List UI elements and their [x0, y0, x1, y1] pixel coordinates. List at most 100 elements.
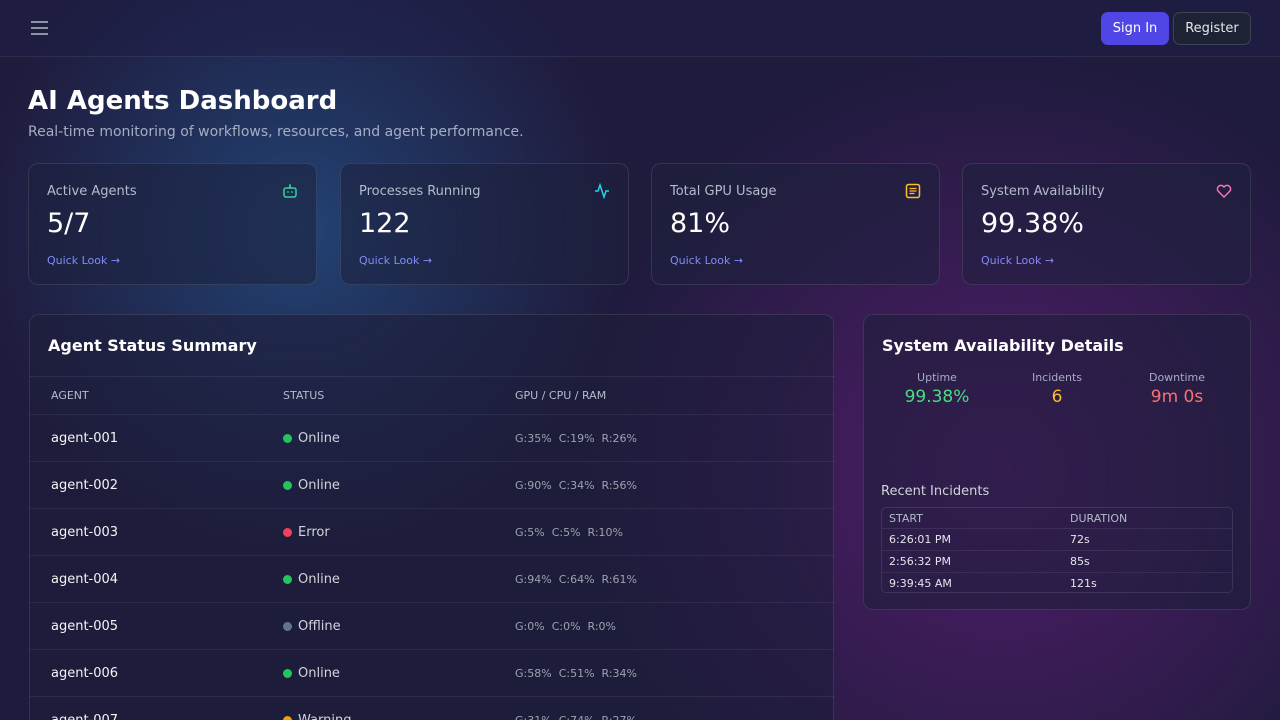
incident-start: 6:26:01 PM	[889, 533, 952, 546]
stat-value: 99.38%	[904, 387, 970, 407]
agent-table-panel: Agent Status Summary AGENT STATUS GPU / …	[29, 314, 834, 720]
table-row: agent-002 Online G:90% C:34% R:56%	[30, 461, 834, 508]
usage-gpu: G:58%	[515, 667, 552, 680]
availability-stat: Incidents 6	[997, 371, 1117, 407]
page-subtitle: Real-time monitoring of workflows, resou…	[28, 124, 524, 140]
availability-stat: Downtime 9m 0s	[1117, 371, 1237, 407]
status-text: Online	[298, 431, 340, 446]
card-value: 81%	[670, 208, 731, 239]
usage-gpu: G:31%	[515, 714, 552, 720]
incident-duration: 85s	[1070, 555, 1090, 568]
stat-value: 6	[1051, 387, 1063, 407]
usage-cpu: C:19%	[558, 432, 595, 445]
agent-name: agent-007	[51, 697, 118, 720]
card-value: 5/7	[47, 208, 91, 239]
agent-name: agent-006	[51, 666, 119, 681]
table-row: agent-006 Online G:58% C:51% R:34%	[30, 649, 834, 696]
incident-duration: 72s	[1070, 533, 1090, 546]
status-text: Offline	[298, 619, 341, 634]
card-icon	[905, 183, 921, 199]
card-label: Total GPU Usage	[670, 184, 777, 199]
card-label: Active Agents	[47, 184, 137, 199]
column-header: AGENT	[51, 389, 89, 402]
nav-bar: Sign In Register	[0, 0, 1280, 57]
usage-gpu: G:90%	[515, 479, 552, 492]
stat-card: Processes Running 122 Quick Look →	[340, 163, 629, 285]
card-link[interactable]: Quick Look →	[359, 254, 433, 267]
usage-gpu: G:5%	[515, 526, 545, 539]
register-button[interactable]: Register	[1173, 12, 1251, 45]
status-dot	[283, 481, 292, 490]
availability-stat: Uptime 99.38%	[877, 371, 997, 407]
table-header: AGENT STATUS GPU / CPU / RAM	[30, 376, 834, 414]
incidents-table: START DURATION 6:26:01 PM 72s 2:56:32 PM 85…	[881, 507, 1233, 593]
column-header: DURATION	[1070, 512, 1128, 525]
usage-cpu: C:51%	[558, 667, 595, 680]
resource-usage: G:0% C:0% R:0%	[515, 603, 616, 650]
stat-card: System Availability 99.38% Quick Look →	[962, 163, 1251, 285]
usage-gpu: G:94%	[515, 573, 552, 586]
usage-cpu: C:74%	[559, 714, 595, 720]
usage-cpu: C:0%	[551, 620, 581, 633]
table-row: agent-003 Error G:5% C:5% R:10%	[30, 508, 834, 555]
resource-usage: G:90% C:34% R:56%	[515, 462, 637, 509]
status-dot	[283, 434, 292, 443]
resource-usage: G:5% C:5% R:10%	[515, 509, 623, 556]
card-label: Processes Running	[359, 184, 481, 199]
card-icon	[283, 184, 297, 198]
card-value: 122	[359, 208, 411, 239]
resource-usage: G:94% C:64% R:61%	[515, 556, 637, 603]
card-link[interactable]: Quick Look →	[981, 254, 1055, 267]
availability-panel: System Availability Details Recent Incid…	[863, 314, 1251, 610]
status-text: Online	[298, 478, 340, 493]
usage-ram: R:34%	[601, 667, 637, 680]
card-value: 99.38%	[981, 208, 1084, 239]
incident-row: 6:26:01 PM 72s	[882, 528, 1232, 550]
status-text: Error	[298, 525, 330, 540]
incident-start: 9:39:45 AM	[889, 577, 952, 590]
sign-in-button[interactable]: Sign In	[1101, 12, 1169, 45]
card-label: System Availability	[981, 184, 1105, 199]
agent-name: agent-002	[51, 478, 119, 493]
usage-ram: R:10%	[587, 526, 623, 539]
resource-usage: G:35% C:19% R:26%	[515, 415, 637, 462]
card-icon	[1216, 184, 1232, 199]
agent-name: agent-001	[51, 431, 119, 446]
status-dot	[283, 528, 292, 537]
card-icon	[595, 183, 609, 199]
status-dot	[283, 622, 292, 631]
usage-ram: R:56%	[601, 479, 637, 492]
usage-ram: R:27%	[602, 714, 637, 720]
status-dot	[283, 575, 292, 584]
table-row: agent-007 Warning G:31% C:74% R:27%	[30, 696, 834, 720]
table-row: agent-005 Offline G:0% C:0% R:0%	[30, 602, 834, 649]
card-link[interactable]: Quick Look →	[47, 254, 121, 267]
status-text: Online	[298, 572, 340, 587]
usage-gpu: G:35%	[515, 432, 552, 445]
agent-name: agent-004	[51, 572, 119, 587]
usage-cpu: C:5%	[551, 526, 581, 539]
incident-row: 9:39:45 AM 121s	[882, 572, 1232, 594]
page-title: AI Agents Dashboard	[28, 86, 338, 116]
table-row: agent-004 Online G:94% C:64% R:61%	[30, 555, 834, 602]
column-header: START	[889, 512, 923, 525]
stat-label: Uptime	[917, 371, 957, 384]
usage-ram: R:0%	[587, 620, 616, 633]
status-dot	[283, 669, 292, 678]
incident-row: 2:56:32 PM 85s	[882, 550, 1232, 572]
usage-gpu: G:0%	[515, 620, 545, 633]
card-link[interactable]: Quick Look →	[670, 254, 744, 267]
incident-start: 2:56:32 PM	[889, 555, 952, 568]
stat-card: Active Agents 5/7 Quick Look →	[28, 163, 317, 285]
resource-usage: G:31% C:74% R:27%	[515, 697, 637, 720]
incidents-title: Recent Incidents	[881, 484, 990, 499]
usage-ram: R:26%	[601, 432, 637, 445]
status-dot	[283, 716, 292, 720]
agent-name: agent-003	[51, 525, 119, 540]
menu-button[interactable]	[31, 21, 48, 35]
usage-cpu: C:34%	[558, 479, 595, 492]
stat-card: Total GPU Usage 81% Quick Look →	[651, 163, 940, 285]
stat-label: Incidents	[1031, 371, 1083, 384]
